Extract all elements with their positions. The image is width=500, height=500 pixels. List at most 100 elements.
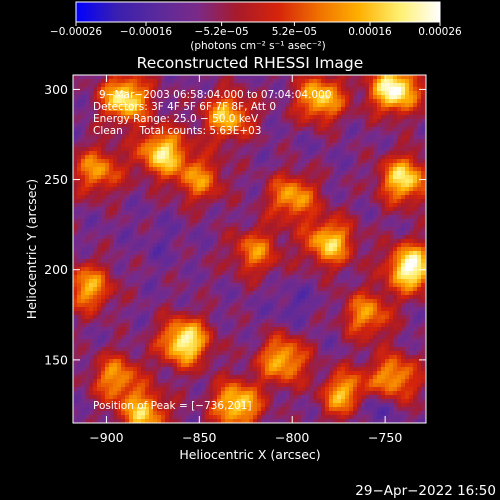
heatmap-cell [309, 107, 313, 111]
heatmap-cell [121, 163, 125, 167]
heatmap-cell [157, 207, 161, 211]
heatmap-cell [269, 95, 273, 99]
heatmap-cell [161, 203, 165, 207]
heatmap-cell [189, 87, 193, 91]
heatmap-cell [389, 219, 393, 223]
heatmap-cell [341, 107, 345, 111]
heatmap-cell [221, 243, 225, 247]
heatmap-cell [121, 75, 125, 79]
heatmap-cell [245, 255, 249, 259]
heatmap-cell [257, 83, 261, 87]
heatmap-cell [397, 171, 401, 175]
heatmap-cell [125, 127, 129, 131]
heatmap-cell [93, 151, 97, 155]
heatmap-cell [177, 251, 181, 255]
heatmap-cell [393, 191, 397, 195]
heatmap-cell [401, 75, 405, 79]
heatmap-cell [233, 187, 237, 191]
heatmap-cell [405, 187, 409, 191]
heatmap-cell [217, 283, 221, 287]
heatmap-cell [169, 127, 173, 131]
heatmap-cell [257, 239, 261, 243]
heatmap-cell [337, 111, 341, 115]
heatmap-cell [205, 231, 209, 235]
heatmap-cell [113, 275, 117, 279]
heatmap-cell [273, 175, 277, 179]
heatmap-cell [121, 279, 125, 283]
heatmap-cell [193, 111, 197, 115]
heatmap-cell [185, 79, 189, 83]
heatmap-cell [89, 143, 93, 147]
heatmap-cell [97, 171, 101, 175]
heatmap-cell [301, 259, 305, 263]
heatmap-cell [105, 275, 109, 279]
heatmap-cell [193, 147, 197, 151]
heatmap-cell [377, 159, 381, 163]
heatmap-cell [245, 103, 249, 107]
heatmap-cell [361, 283, 365, 287]
heatmap-cell [85, 279, 89, 283]
heatmap-cell [173, 187, 177, 191]
heatmap-cell [413, 159, 417, 163]
heatmap-cell [349, 107, 353, 111]
heatmap-cell [101, 103, 105, 107]
heatmap-cell [133, 131, 137, 135]
heatmap-cell [177, 175, 181, 179]
heatmap-cell [269, 131, 273, 135]
heatmap-cell [97, 291, 101, 295]
heatmap-cell [313, 223, 317, 227]
heatmap-cell [273, 207, 277, 211]
heatmap-cell [417, 175, 421, 179]
heatmap-cell [141, 291, 145, 295]
heatmap-cell [373, 83, 377, 87]
heatmap-cell [381, 119, 385, 123]
heatmap-cell [361, 135, 365, 139]
heatmap-cell [285, 163, 289, 167]
heatmap-cell [225, 119, 229, 123]
heatmap-cell [369, 263, 373, 267]
heatmap-cell [357, 139, 361, 143]
heatmap-cell [289, 167, 293, 171]
heatmap-cell [81, 187, 85, 191]
heatmap-cell [421, 187, 425, 191]
heatmap-cell [397, 135, 401, 139]
heatmap-cell [129, 203, 133, 207]
heatmap-cell [241, 139, 245, 143]
heatmap-cell [401, 79, 405, 83]
heatmap-cell [377, 287, 381, 291]
heatmap-cell [353, 75, 357, 79]
heatmap-cell [121, 123, 125, 127]
heatmap-cell [125, 143, 129, 147]
heatmap-cell [261, 187, 265, 191]
heatmap-cell [197, 211, 201, 215]
heatmap-cell [345, 291, 349, 295]
heatmap-cell [365, 227, 369, 231]
heatmap-cell [401, 107, 405, 111]
heatmap-cell [277, 119, 281, 123]
heatmap-cell [241, 235, 245, 239]
heatmap-cell [77, 247, 81, 251]
heatmap-cell [85, 191, 89, 195]
heatmap-cell [85, 75, 89, 79]
heatmap-cell [341, 199, 345, 203]
heatmap-cell [317, 235, 321, 239]
heatmap-cell [177, 219, 181, 223]
heatmap-cell [349, 83, 353, 87]
heatmap-cell [285, 287, 289, 291]
heatmap-cell [129, 111, 133, 115]
heatmap-cell [249, 255, 253, 259]
heatmap-cell [273, 227, 277, 231]
heatmap-cell [141, 167, 145, 171]
heatmap-cell [393, 183, 397, 187]
heatmap-cell [81, 75, 85, 79]
heatmap-cell [413, 83, 417, 87]
heatmap-cell [313, 271, 317, 275]
heatmap-cell [237, 107, 241, 111]
heatmap-cell [193, 175, 197, 179]
heatmap-cell [261, 183, 265, 187]
heatmap-cell [381, 283, 385, 287]
heatmap-cell [141, 235, 145, 239]
heatmap-cell [417, 187, 421, 191]
heatmap-cell [97, 207, 101, 211]
heatmap-cell [325, 291, 329, 295]
